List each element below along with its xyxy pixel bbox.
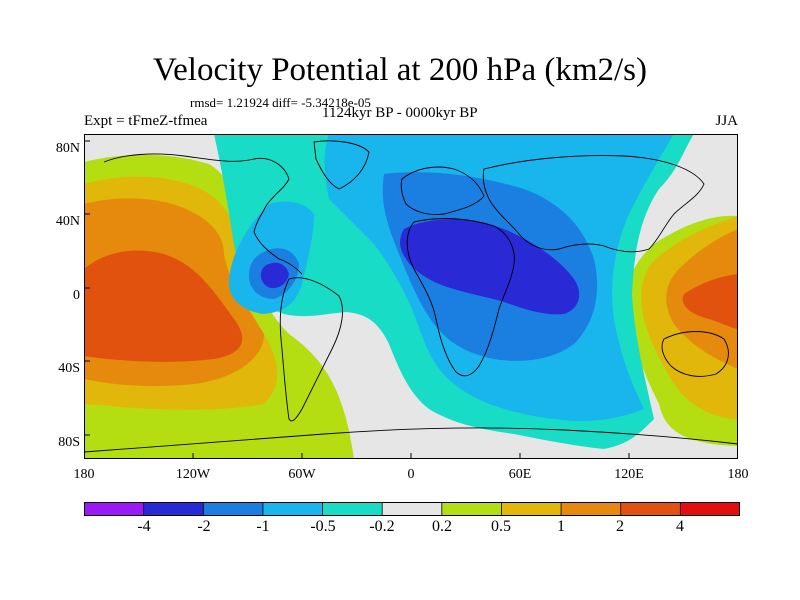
coastline-south-america — [279, 277, 343, 422]
colorbar-swatch-11 — [679, 502, 740, 516]
coastline-europe — [400, 166, 485, 215]
coastline-australia — [661, 331, 729, 377]
coastline-asia — [482, 155, 705, 253]
lat-label-80n: 80N — [55, 141, 80, 156]
colorbar-swatch-8 — [501, 502, 562, 516]
colorbar-label-1: -4 — [137, 518, 151, 535]
lon-label-120w: 120W — [175, 467, 211, 482]
colorbar-swatch-1 — [84, 502, 145, 516]
lon-label-120e: 120E — [614, 467, 644, 482]
lat-label-40s: 40S — [58, 361, 80, 376]
colorbar-label-4: -0.5 — [310, 518, 336, 535]
colorbar-label-7: 0.5 — [491, 518, 511, 535]
stats-label: rmsd= 1.21924 diff= -5.34218e-05 — [190, 95, 371, 110]
lat-label-40n: 40N — [55, 214, 80, 229]
coastline-greenland — [313, 140, 370, 190]
experiment-label: Expt = tFmeZ-tfmea — [84, 113, 208, 129]
coastline-antarctica — [84, 427, 738, 453]
colorbar-swatch-5 — [322, 502, 384, 516]
coastline-north-america — [103, 153, 303, 275]
period-label: 1124kyr BP - 0000kyr BP — [322, 105, 478, 121]
lat-label-0: 0 — [73, 288, 80, 303]
season-label: JJA — [715, 113, 738, 129]
pacific-positive-field-peak — [84, 250, 243, 362]
lon-label-180w: 180 — [73, 467, 95, 482]
colorbar-swatch-6 — [381, 502, 443, 516]
map-title: Velocity Potential at 200 hPa (km2/s) — [152, 52, 648, 88]
colorbar-label-8: 1 — [557, 518, 565, 535]
colorbar — [84, 502, 740, 516]
colorbar-label-2: -2 — [197, 518, 211, 535]
colorbar-label-10: 4 — [676, 518, 684, 535]
coastlines — [84, 140, 738, 453]
lon-label-60w: 60W — [288, 467, 316, 482]
wpacific-positive-field-peak — [682, 274, 738, 329]
colorbar-label-3: -1 — [256, 518, 270, 535]
colorbar-label-6: 0.2 — [432, 518, 452, 535]
lon-label-60e: 60E — [508, 467, 532, 482]
colorbar-swatch-7 — [441, 502, 503, 516]
africa-negative-core — [400, 219, 580, 315]
colorbar-swatch-2 — [143, 502, 205, 516]
coastline-africa — [406, 218, 515, 377]
colorbar-swatch-3 — [202, 502, 264, 516]
colorbar-label-5: -0.2 — [369, 518, 395, 535]
contour-fields — [84, 134, 738, 459]
velocity-potential-map — [84, 134, 738, 459]
axis-ticks — [84, 140, 630, 459]
lon-label-180e: 180 — [727, 467, 749, 482]
colorbar-swatch-4 — [262, 502, 324, 516]
colorbar-swatch-9 — [560, 502, 622, 516]
colorbar-swatch-10 — [620, 502, 682, 516]
americas-negative-core — [260, 262, 289, 289]
lat-label-80s: 80S — [58, 435, 80, 450]
colorbar-label-9: 2 — [616, 518, 624, 535]
lon-label-0: 0 — [407, 467, 415, 482]
